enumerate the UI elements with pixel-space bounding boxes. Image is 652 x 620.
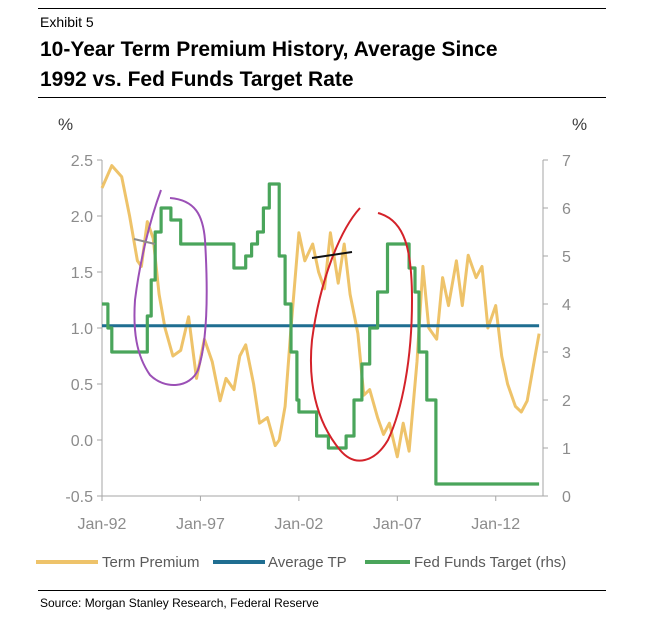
source-rule <box>38 590 606 591</box>
annotation-red-loop <box>309 207 414 462</box>
title-rule <box>38 97 606 98</box>
y-tick-label-right: 5 <box>562 249 571 266</box>
y-tick-label-left: -0.5 <box>65 489 93 506</box>
y-tick-label-left: 2.0 <box>71 209 93 226</box>
y-tick-label-right: 7 <box>562 153 571 170</box>
source-note: Source: Morgan Stanley Research, Federal… <box>40 596 319 610</box>
x-tick-label: Jan-92 <box>78 516 127 533</box>
y-tick-label-left: 0.0 <box>71 433 93 450</box>
series-group <box>100 164 541 486</box>
y-tick-label-left: 1.0 <box>71 321 93 338</box>
title-line-2: 1992 vs. Fed Funds Target Rate <box>40 68 354 91</box>
legend-label-average-tp: Average TP <box>268 554 347 571</box>
y-tick-label-right: 3 <box>562 345 571 362</box>
annotation-gray-stroke <box>133 238 156 245</box>
title-line-1: 10-Year Term Premium History, Average Si… <box>40 38 498 61</box>
y-tick-label-right: 4 <box>562 297 571 314</box>
annotation-black-stroke <box>311 251 353 259</box>
x-tick-label: Jan-12 <box>471 516 520 533</box>
x-tick-label: Jan-97 <box>176 516 225 533</box>
annotations <box>133 189 414 462</box>
y-tick-label-left: 2.5 <box>71 153 93 170</box>
exhibit-label: Exhibit 5 <box>40 14 94 30</box>
legend-label-term-premium: Term Premium <box>102 554 200 571</box>
y-unit-right: % <box>572 115 587 134</box>
annotation-purple-loop-1 <box>133 189 208 387</box>
x-tick-label: Jan-07 <box>373 516 422 533</box>
chart-title: 10-Year Term Premium History, Average Si… <box>40 35 600 95</box>
y-tick-label-left: 0.5 <box>71 377 93 394</box>
x-tick-label: Jan-02 <box>274 516 323 533</box>
y-tick-label-left: 1.5 <box>71 265 93 282</box>
top-rule <box>38 8 606 9</box>
series-line-term-premium <box>100 164 541 459</box>
series-line-fed-funds-target <box>102 182 540 486</box>
legend-label-fed-funds: Fed Funds Target (rhs) <box>414 554 566 571</box>
legend: Term Premium Average TP Fed Funds Target… <box>36 554 566 571</box>
y-tick-label-right: 1 <box>562 441 571 458</box>
y-unit-left: % <box>58 115 73 134</box>
y-tick-label-right: 2 <box>562 393 571 410</box>
y-tick-label-right: 0 <box>562 489 571 506</box>
y-tick-label-right: 6 <box>562 201 571 218</box>
axes: % % 2.5 2.0 1.5 1.0 0.5 0.0 -0.5 7 6 5 4 3 2 1 0 Jan-92 Ja… <box>58 115 587 533</box>
